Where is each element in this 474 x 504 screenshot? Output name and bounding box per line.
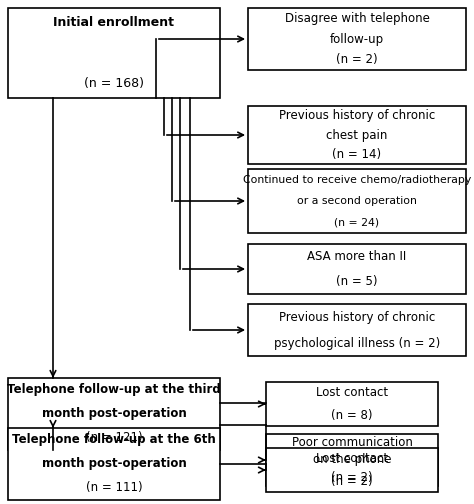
- Text: (n = 2): (n = 2): [331, 474, 373, 487]
- Bar: [266, 382, 438, 426]
- Text: Previous history of chronic: Previous history of chronic: [279, 109, 435, 122]
- Bar: [8, 8, 220, 98]
- Text: month post-operation: month post-operation: [42, 458, 186, 471]
- Bar: [266, 434, 438, 486]
- Text: or a second operation: or a second operation: [297, 196, 417, 206]
- Bar: [248, 169, 466, 233]
- Text: Previous history of chronic: Previous history of chronic: [279, 310, 435, 324]
- Bar: [248, 304, 466, 356]
- Text: (n = 121): (n = 121): [86, 431, 142, 445]
- Text: Telephone follow-up at the third: Telephone follow-up at the third: [7, 384, 221, 397]
- Text: (n = 168): (n = 168): [84, 77, 144, 90]
- Text: ASA more than II: ASA more than II: [307, 250, 407, 263]
- Text: (n = 14): (n = 14): [332, 148, 382, 161]
- Text: Initial enrollment: Initial enrollment: [54, 17, 174, 30]
- Text: month post-operation: month post-operation: [42, 408, 186, 420]
- Text: Lost contact: Lost contact: [316, 453, 388, 466]
- Text: psychological illness (n = 2): psychological illness (n = 2): [274, 337, 440, 349]
- Text: (n = 2): (n = 2): [336, 53, 378, 66]
- Bar: [248, 106, 466, 164]
- Text: Continued to receive chemo/radiotherapy: Continued to receive chemo/radiotherapy: [243, 175, 471, 184]
- Bar: [248, 8, 466, 70]
- Text: chest pain: chest pain: [326, 129, 388, 142]
- Text: Telephone follow-up at the 6th: Telephone follow-up at the 6th: [12, 433, 216, 447]
- Text: (n = 111): (n = 111): [86, 481, 142, 494]
- Bar: [248, 244, 466, 294]
- Text: on the phone: on the phone: [313, 454, 391, 467]
- Text: (n = 8): (n = 8): [331, 409, 373, 421]
- Text: Poor communication: Poor communication: [292, 436, 412, 449]
- Bar: [266, 448, 438, 492]
- Bar: [8, 378, 220, 450]
- Bar: [8, 428, 220, 500]
- Text: (n = 24): (n = 24): [335, 217, 380, 227]
- Text: follow-up: follow-up: [330, 32, 384, 45]
- Text: Disagree with telephone: Disagree with telephone: [284, 12, 429, 25]
- Text: (n = 2): (n = 2): [331, 471, 373, 484]
- Text: (n = 5): (n = 5): [336, 275, 378, 288]
- Text: Lost contact: Lost contact: [316, 387, 388, 400]
